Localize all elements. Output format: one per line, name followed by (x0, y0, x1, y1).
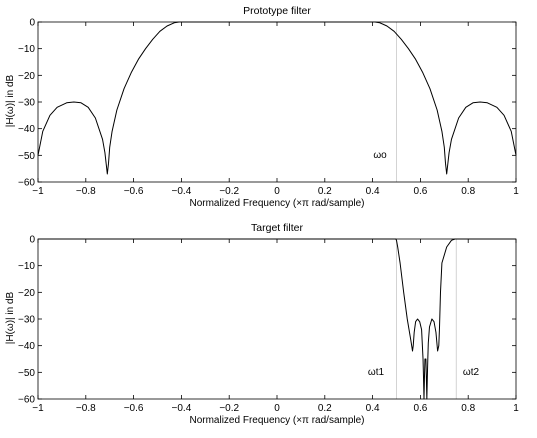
x-tick-label: 0.8 (461, 403, 475, 414)
x-tick-label: 0.6 (413, 186, 427, 197)
x-tick-label: 0.2 (318, 403, 332, 414)
x-axis-ticks: −1 −0.8 −0.6 −0.4 −0.2 0 0.2 0.4 0.6 0.8 1 (32, 22, 519, 197)
x-tick-label: 0.4 (366, 403, 380, 414)
x-axis-label: Normalized Frequency (×π rad/sample) (189, 415, 364, 426)
y-tick-label: 0 (29, 235, 35, 246)
series-line (38, 238, 516, 400)
x-tick-label: 0.6 (413, 403, 427, 414)
y-tick-label: −50 (18, 368, 35, 379)
x-tick-label: 1 (513, 403, 519, 414)
x-tick-label: 0.2 (318, 186, 332, 197)
chart-title: Prototype filter (243, 5, 311, 17)
y-tick-label: −20 (18, 71, 35, 82)
x-tick-label: −0.4 (172, 403, 192, 414)
x-tick-label: −0.8 (76, 186, 96, 197)
y-axis-label: |H(ω)| in dB (5, 291, 16, 344)
y-tick-label: −60 (18, 178, 35, 189)
y-axis-ticks: 0 −10 −20 −30 −40 −50 −60 (18, 18, 516, 189)
y-tick-label: −30 (18, 98, 35, 109)
plot-frame (37, 238, 517, 400)
y-tick-label: −50 (18, 151, 35, 162)
magnitude-response-line (37, 21, 517, 175)
y-tick-label: −30 (18, 315, 35, 326)
prototype-filter-panel: Prototype filter |H(ω)| in dB Normalized… (5, 5, 519, 209)
x-axis-label: Normalized Frequency (×π rad/sample) (189, 198, 364, 209)
plot-frame (37, 21, 517, 183)
x-tick-label: −0.6 (124, 186, 144, 197)
y-tick-label: −40 (18, 341, 35, 352)
chart-title: Target filter (251, 222, 303, 234)
x-tick-label: −0.4 (172, 186, 192, 197)
x-tick-label: 1 (513, 186, 519, 197)
x-tick-label: −0.6 (124, 403, 144, 414)
x-tick-label: −0.2 (219, 186, 239, 197)
x-tick-label: 0.8 (461, 186, 475, 197)
y-tick-label: −20 (18, 288, 35, 299)
series-line (37, 21, 517, 175)
x-tick-label: 0 (274, 186, 280, 197)
y-tick-label: 0 (29, 18, 35, 29)
x-tick-label: −0.2 (219, 403, 239, 414)
y-tick-label: −10 (18, 44, 35, 55)
marker-label-omega-o: ωo (373, 150, 387, 161)
marker-lines (396, 239, 457, 399)
y-axis-ticks: 0 −10 −20 −30 −40 −50 −60 (18, 235, 516, 406)
x-tick-label: −1 (32, 186, 44, 197)
target-filter-panel: Target filter |H(ω)| in dB Normalized Fr… (5, 222, 519, 426)
marker-label-omega-t1: ωt1 (368, 367, 385, 378)
x-tick-label: 0 (274, 403, 280, 414)
x-tick-label: −0.8 (76, 403, 96, 414)
y-axis-label: |H(ω)| in dB (5, 74, 16, 127)
y-tick-label: −40 (18, 124, 35, 135)
x-tick-label: −1 (32, 403, 44, 414)
magnitude-response-line (38, 238, 516, 400)
x-tick-label: 0.4 (366, 186, 380, 197)
marker-label-omega-t2: ωt2 (463, 367, 480, 378)
y-tick-label: −10 (18, 261, 35, 272)
x-axis-ticks: −1 −0.8 −0.6 −0.4 −0.2 0 0.2 0.4 0.6 0.8 1 (32, 239, 519, 414)
y-tick-label: −60 (18, 395, 35, 406)
